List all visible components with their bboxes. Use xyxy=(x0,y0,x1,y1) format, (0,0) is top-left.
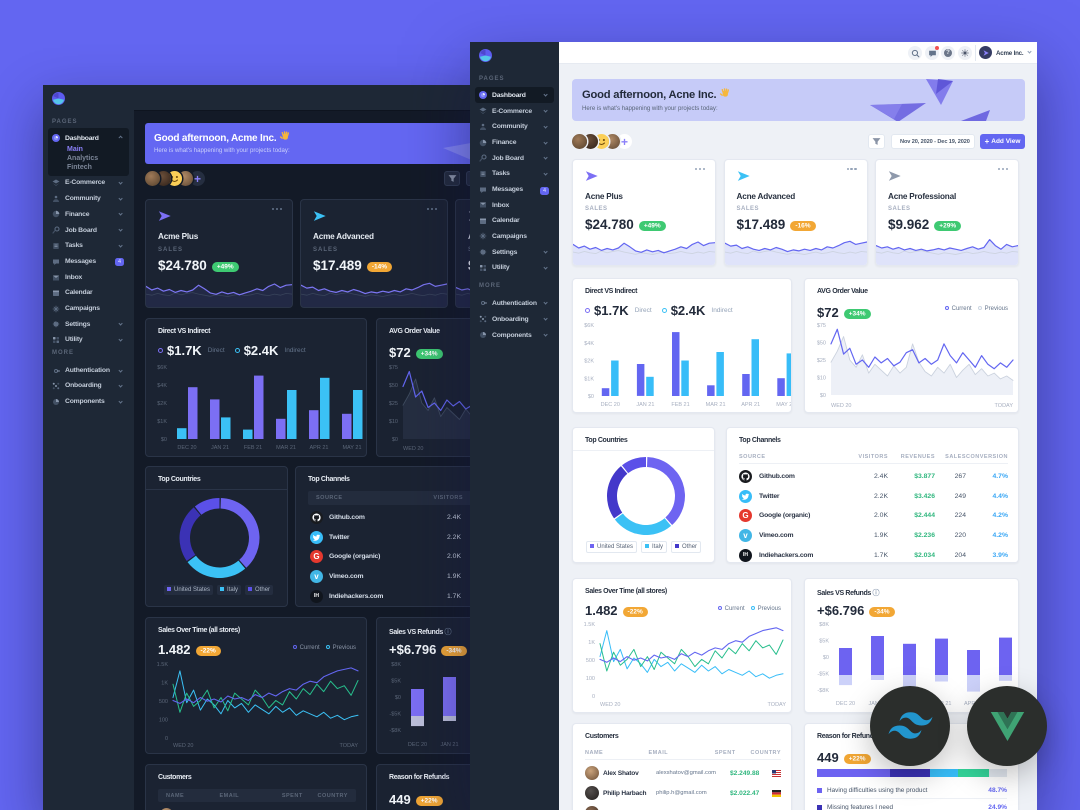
svg-text:1.5K: 1.5K xyxy=(584,622,596,628)
svg-text:$5K: $5K xyxy=(391,679,401,685)
svg-text:DEC 20: DEC 20 xyxy=(601,402,620,408)
svg-text:$0: $0 xyxy=(161,437,167,443)
svg-text:FEB 21: FEB 21 xyxy=(244,445,262,451)
svg-text:$0: $0 xyxy=(823,655,829,661)
svg-text:$50: $50 xyxy=(389,383,398,389)
svg-text:$2K: $2K xyxy=(157,401,167,407)
svg-text:FEB 21: FEB 21 xyxy=(671,402,689,408)
svg-text:MAY 21: MAY 21 xyxy=(342,445,361,451)
svg-text:0: 0 xyxy=(165,736,168,742)
svg-text:-$8K: -$8K xyxy=(389,728,401,734)
svg-text:$8K: $8K xyxy=(819,622,829,628)
svg-text:WED 20: WED 20 xyxy=(600,702,620,708)
svg-text:500: 500 xyxy=(159,699,168,705)
svg-text:TODAY: TODAY xyxy=(995,403,1014,409)
svg-text:WED 20: WED 20 xyxy=(403,446,423,452)
svg-text:$0: $0 xyxy=(395,695,401,701)
svg-text:$8K: $8K xyxy=(391,662,401,668)
svg-text:JAN 21: JAN 21 xyxy=(440,742,458,748)
svg-text:$1K: $1K xyxy=(584,376,594,382)
svg-text:-$5K: -$5K xyxy=(389,712,401,718)
svg-text:$10: $10 xyxy=(817,376,826,382)
svg-text:$4K: $4K xyxy=(157,383,167,389)
svg-text:$4K: $4K xyxy=(584,341,594,347)
svg-text:100: 100 xyxy=(159,718,168,724)
svg-text:JAN 21: JAN 21 xyxy=(636,402,654,408)
svg-text:JAN 21: JAN 21 xyxy=(211,445,229,451)
svg-text:$0: $0 xyxy=(588,394,594,400)
svg-text:DEC 20: DEC 20 xyxy=(836,701,855,707)
svg-text:MAR 21: MAR 21 xyxy=(276,445,296,451)
svg-text:0: 0 xyxy=(592,694,595,700)
svg-text:WED 20: WED 20 xyxy=(173,743,193,749)
svg-text:1K: 1K xyxy=(588,640,595,646)
svg-text:TODAY: TODAY xyxy=(340,743,359,749)
svg-text:DEC 20: DEC 20 xyxy=(177,445,196,451)
svg-text:$10: $10 xyxy=(389,419,398,425)
svg-text:1.5K: 1.5K xyxy=(157,662,169,668)
svg-text:$75: $75 xyxy=(817,323,826,329)
svg-text:-$5K: -$5K xyxy=(817,672,829,678)
svg-text:$25: $25 xyxy=(817,358,826,364)
svg-text:1K: 1K xyxy=(161,681,168,687)
svg-text:APR 21: APR 21 xyxy=(310,445,329,451)
svg-text:DEC 20: DEC 20 xyxy=(408,742,427,748)
svg-text:$2K: $2K xyxy=(584,359,594,365)
svg-text:$75: $75 xyxy=(389,365,398,371)
svg-text:MAY 21: MAY 21 xyxy=(776,402,791,408)
svg-text:$50: $50 xyxy=(817,341,826,347)
svg-text:$0: $0 xyxy=(392,437,398,443)
svg-text:500: 500 xyxy=(586,658,595,664)
svg-text:100: 100 xyxy=(586,676,595,682)
svg-text:$1K: $1K xyxy=(157,419,167,425)
svg-text:APR 21: APR 21 xyxy=(741,402,760,408)
svg-text:MAR 21: MAR 21 xyxy=(706,402,726,408)
svg-text:TODAY: TODAY xyxy=(768,702,787,708)
svg-text:$0: $0 xyxy=(820,393,826,399)
svg-text:WED 20: WED 20 xyxy=(831,403,851,409)
svg-text:$6K: $6K xyxy=(584,323,594,329)
svg-text:$25: $25 xyxy=(389,401,398,407)
svg-text:$5K: $5K xyxy=(819,639,829,645)
svg-text:$6K: $6K xyxy=(157,365,167,371)
svg-text:-$8K: -$8K xyxy=(817,688,829,694)
